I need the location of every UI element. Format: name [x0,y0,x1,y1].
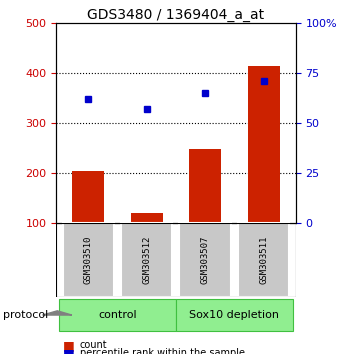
Text: ■: ■ [63,347,75,354]
Bar [121,223,172,297]
Text: GSM303512: GSM303512 [142,236,151,284]
Text: GSM303507: GSM303507 [201,236,210,284]
Bar [59,299,176,331]
Text: percentile rank within the sample: percentile rank within the sample [80,348,245,354]
Bar [63,223,114,297]
Text: ■: ■ [63,339,75,352]
Text: count: count [80,340,107,350]
Text: protocol: protocol [3,310,49,320]
Title: GDS3480 / 1369404_a_at: GDS3480 / 1369404_a_at [87,8,265,22]
FancyArrow shape [42,311,72,315]
Text: control: control [98,310,137,320]
Text: GSM303510: GSM303510 [84,236,93,284]
Text: GSM303511: GSM303511 [259,236,268,284]
Bar [176,299,293,331]
Bar [248,65,280,223]
Bar [189,149,221,223]
Text: Sox10 depletion: Sox10 depletion [189,310,279,320]
Bar [72,171,104,223]
Bar [131,213,163,223]
Bar [180,223,231,297]
Bar [238,223,289,297]
